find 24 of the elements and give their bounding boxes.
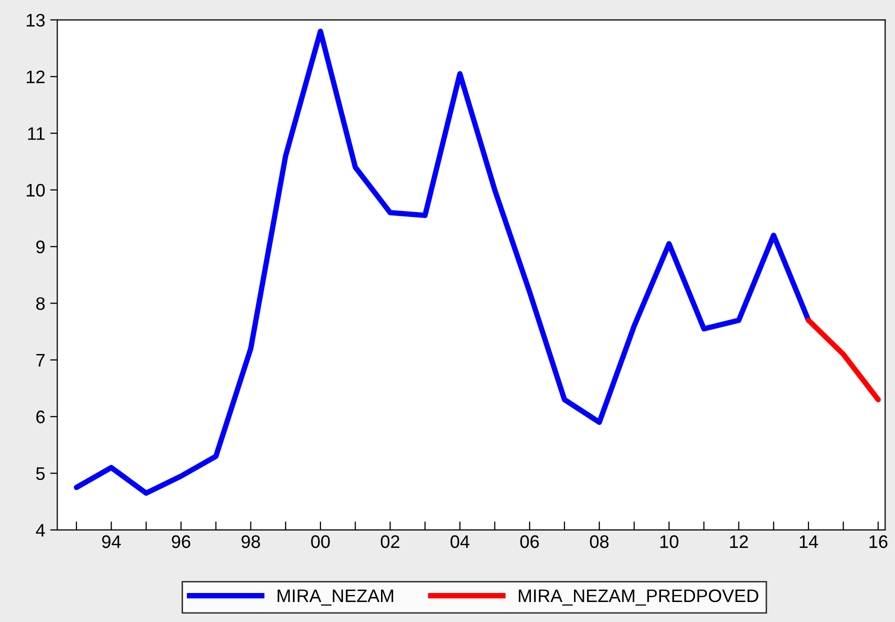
x-tick-label: 94: [102, 535, 121, 548]
legend-label: MIRA_NEZAM: [278, 590, 394, 606]
y-tick-label: 10: [26, 184, 45, 197]
x-tick-label: 04: [450, 535, 470, 548]
y-tick-label: 8: [36, 297, 45, 310]
y-tick-label: 6: [36, 410, 45, 424]
x-tick-label: 08: [590, 535, 609, 548]
x-tick-label: 16: [870, 535, 888, 548]
y-tick-label: 4: [36, 524, 45, 536]
x-tick-label: 98: [242, 535, 260, 548]
y-tick-label: 13: [26, 14, 45, 27]
x-tick-label: 06: [520, 535, 539, 548]
x-tick-label: 10: [660, 535, 678, 548]
y-tick-label: 12: [26, 70, 45, 84]
y-tick-label: 9: [36, 240, 45, 254]
y-tick-label: 11: [28, 127, 45, 140]
legend-label: MIRA_NEZAM_PREDPOVED: [518, 589, 758, 606]
x-tick-label: 12: [730, 535, 748, 548]
y-tick-label: 5: [36, 467, 45, 480]
x-tick-label: 96: [172, 535, 190, 548]
y-tick-label: 7: [36, 354, 45, 366]
x-tick-label: 00: [311, 535, 330, 548]
x-tick-label: 14: [800, 535, 818, 548]
x-tick-label: 02: [380, 535, 400, 548]
